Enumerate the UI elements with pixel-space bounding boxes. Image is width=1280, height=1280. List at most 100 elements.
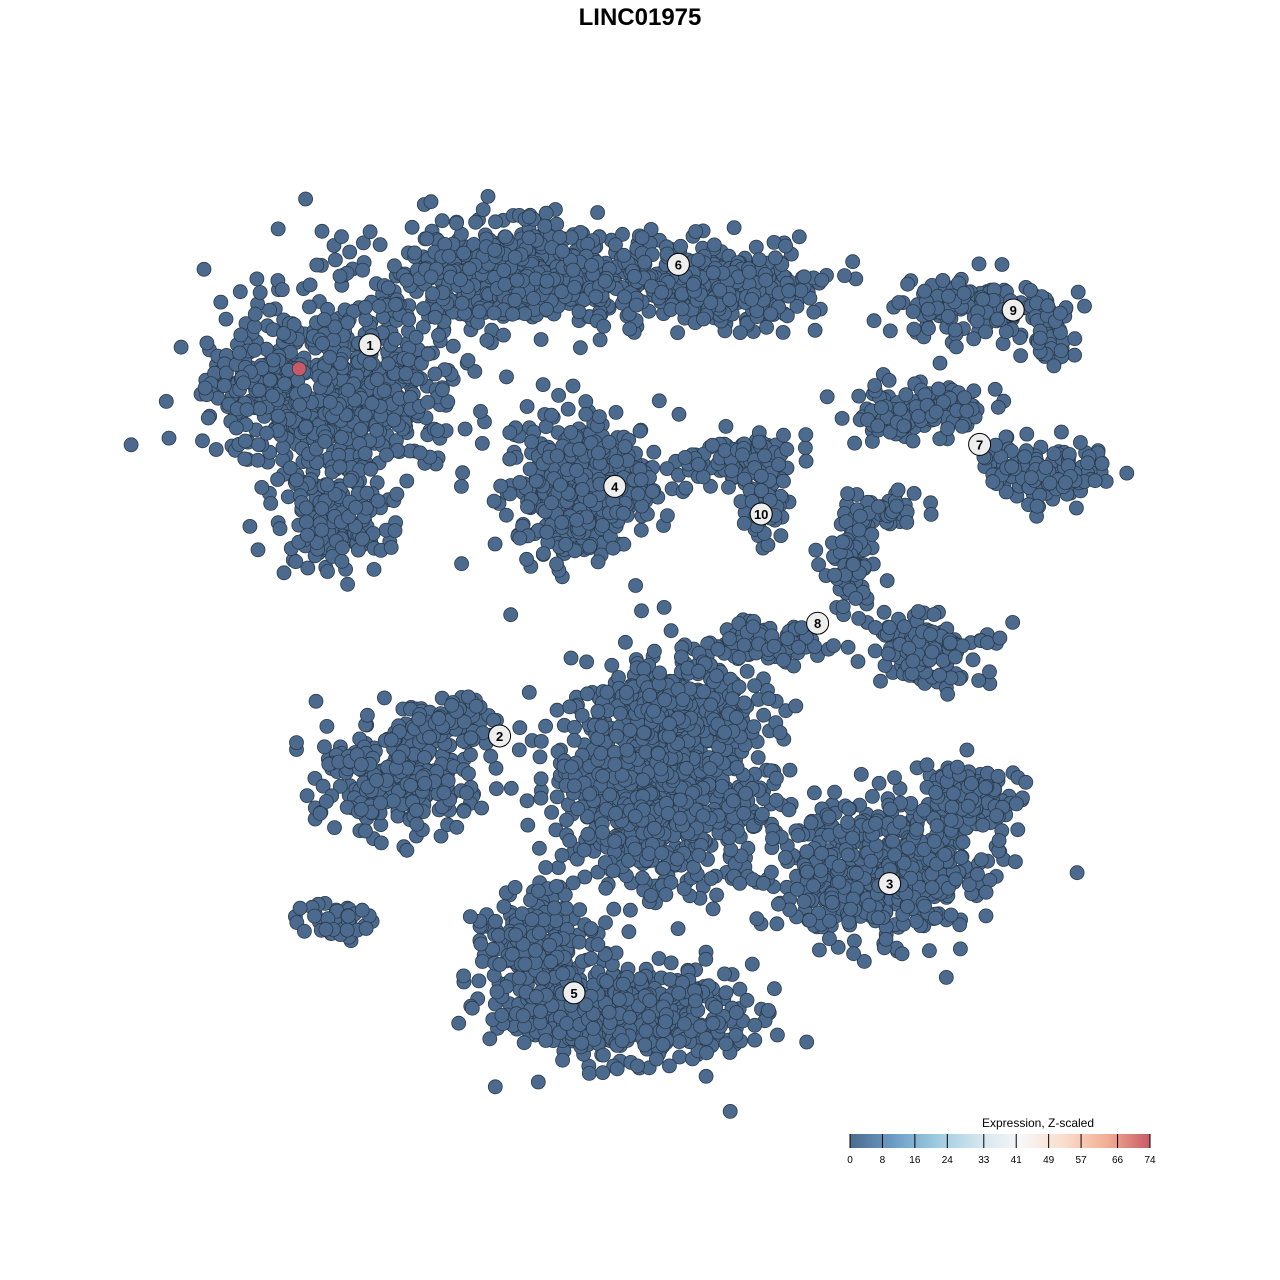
data-point <box>867 378 883 393</box>
data-point <box>520 499 535 515</box>
data-point <box>559 812 574 828</box>
data-point <box>1042 475 1058 491</box>
data-point <box>751 434 767 450</box>
data-point <box>499 369 514 385</box>
data-point <box>254 479 270 495</box>
data-point <box>348 499 364 515</box>
data-point <box>647 820 662 836</box>
data-point <box>459 785 475 801</box>
data-point <box>532 749 548 765</box>
data-point <box>379 447 394 463</box>
data-point <box>371 298 387 314</box>
data-point <box>616 247 632 263</box>
data-point <box>316 312 332 327</box>
data-point <box>538 718 553 734</box>
data-point <box>237 433 253 449</box>
data-point <box>633 472 649 488</box>
data-point <box>533 734 549 749</box>
data-point <box>897 619 912 635</box>
data-point <box>696 684 711 699</box>
data-point <box>383 540 399 555</box>
data-point <box>647 643 662 659</box>
data-point <box>503 607 519 623</box>
data-point <box>520 817 536 833</box>
data-point <box>748 239 764 255</box>
data-point <box>427 366 443 382</box>
data-point <box>455 465 471 481</box>
data-point <box>739 664 755 679</box>
data-point <box>298 419 314 435</box>
data-point <box>705 265 721 281</box>
data-point <box>314 501 330 517</box>
data-point <box>539 524 555 540</box>
data-point <box>342 473 358 488</box>
data-point <box>921 320 936 336</box>
data-point <box>436 785 452 801</box>
data-point <box>959 403 975 419</box>
data-point <box>848 591 864 606</box>
data-point <box>763 306 779 322</box>
data-point <box>208 442 224 457</box>
data-point <box>660 508 675 523</box>
data-point <box>569 462 584 478</box>
data-point <box>247 306 263 322</box>
data-point <box>767 250 783 266</box>
data-point <box>607 834 623 849</box>
data-point <box>594 518 610 533</box>
data-point <box>635 870 650 886</box>
data-point <box>645 484 660 499</box>
data-point <box>1054 424 1069 440</box>
data-point <box>327 252 343 268</box>
data-point <box>978 908 994 924</box>
data-point <box>270 221 286 237</box>
data-point <box>617 289 632 305</box>
data-point <box>592 332 608 348</box>
data-point <box>938 970 954 985</box>
data-point <box>619 685 634 700</box>
data-point <box>411 711 427 727</box>
data-point <box>357 407 373 423</box>
data-point <box>580 826 596 842</box>
data-point <box>334 429 349 445</box>
data-point <box>569 512 584 528</box>
data-point <box>512 530 528 546</box>
data-point <box>835 534 850 550</box>
data-point <box>608 805 624 821</box>
data-point <box>590 554 606 570</box>
data-point <box>965 652 981 668</box>
data-point <box>656 600 672 615</box>
data-point <box>753 468 769 484</box>
data-point <box>502 425 518 441</box>
data-point <box>578 406 594 422</box>
data-point <box>444 697 460 713</box>
data-point <box>299 514 314 530</box>
data-point <box>297 383 313 399</box>
data-point <box>678 480 694 496</box>
data-point <box>314 522 330 538</box>
data-point <box>441 248 457 264</box>
data-point <box>358 299 373 315</box>
data-point <box>123 437 139 453</box>
data-point <box>373 835 389 851</box>
data-point <box>334 229 349 245</box>
data-point <box>488 781 504 797</box>
data-point <box>942 635 958 651</box>
data-point <box>750 750 766 765</box>
data-point <box>565 262 581 278</box>
data-point <box>358 312 374 328</box>
data-point <box>486 305 502 321</box>
data-point <box>677 449 693 465</box>
data-point <box>1077 298 1092 314</box>
data-point <box>901 640 917 656</box>
data-point <box>906 485 922 501</box>
data-point <box>565 378 581 394</box>
points-layer <box>123 188 1135 1119</box>
data-point <box>456 245 472 261</box>
data-point <box>619 742 635 758</box>
data-point <box>420 346 436 362</box>
data-point <box>622 321 638 337</box>
data-point <box>606 901 622 917</box>
data-point <box>1070 284 1086 300</box>
data-point <box>319 477 335 493</box>
data-point <box>771 457 786 472</box>
